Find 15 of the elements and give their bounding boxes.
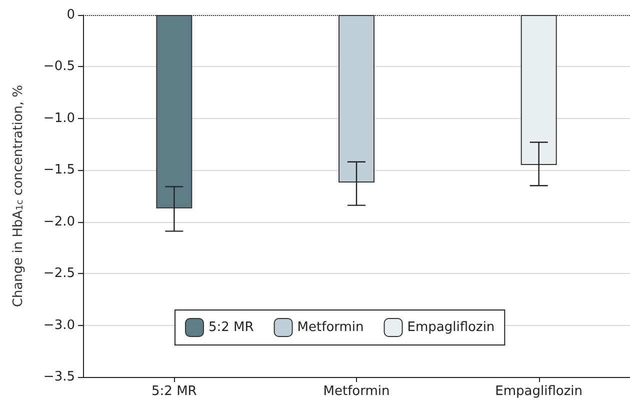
- y-tick-label: −0.5: [43, 59, 75, 74]
- x-tick-label: 5:2 MR: [152, 384, 197, 399]
- y-tick-label: −3.0: [43, 318, 75, 333]
- y-axis-title: Change in HbA1c concentration, %: [11, 84, 26, 308]
- y-tick-label: −1.5: [43, 162, 75, 178]
- y-tick-label: 0: [66, 8, 75, 22]
- y-tick-label: −2.5: [43, 266, 75, 282]
- y-tick-label: −3.5: [43, 370, 75, 384]
- legend-label: Metformin: [297, 320, 364, 335]
- legend-label: Empagliflozin: [407, 320, 495, 335]
- x-tick-label: Metformin: [323, 384, 390, 399]
- legend-label: 5:2 MR: [208, 320, 254, 335]
- y-tick-label: −2.0: [43, 214, 75, 230]
- y-tick-label: −1.0: [43, 110, 75, 126]
- x-tick-label: Empagliflozin: [495, 384, 583, 399]
